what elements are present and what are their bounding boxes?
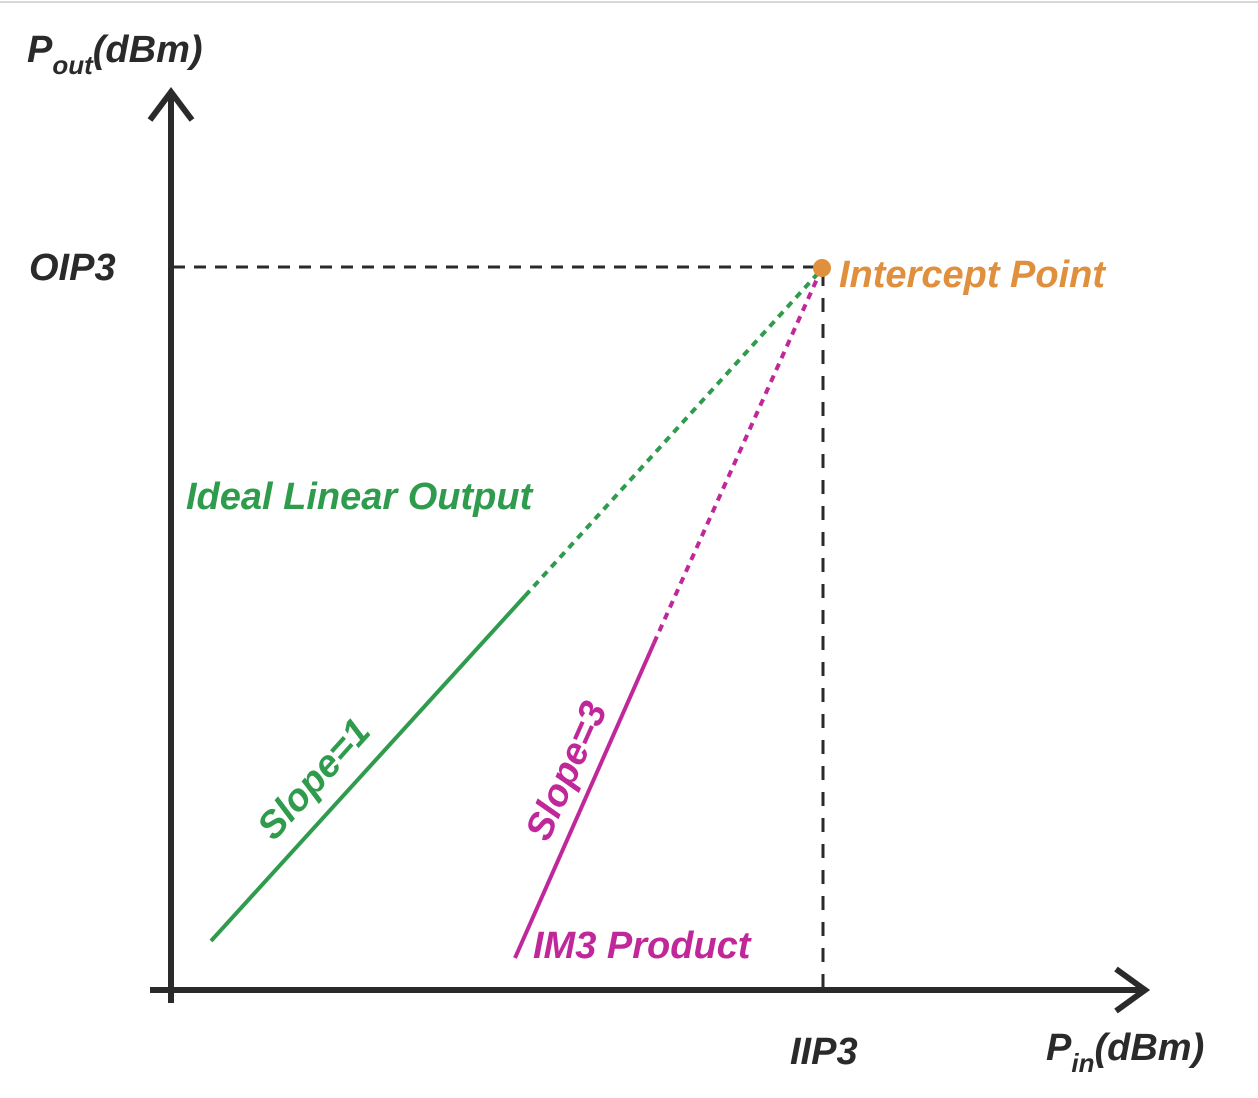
intercept-point-marker — [813, 259, 831, 277]
im3-solid-segment — [513, 642, 656, 959]
x-axis-arrowhead — [1114, 966, 1151, 1014]
intercept-point-label: Intercept Point — [839, 254, 1106, 296]
im3-product-label: IM3 Product — [533, 925, 752, 967]
axes — [147, 87, 1151, 1014]
y-axis-arrowhead — [147, 87, 195, 122]
iip3-label: IIP3 — [790, 1031, 858, 1073]
im3-product-curve — [513, 269, 823, 959]
y-axis-label: Pout(dBm) — [27, 29, 203, 80]
ideal-linear-output-curve — [209, 268, 823, 943]
ideal-linear-dotted-extension — [523, 268, 823, 598]
ideal-linear-output-label: Ideal Linear Output — [186, 476, 534, 518]
reference-lines — [173, 265, 825, 990]
im3-dotted-extension — [652, 269, 823, 644]
ideal-linear-solid-segment — [209, 594, 527, 943]
slope-3-label: Slope=3 — [518, 695, 616, 846]
oip3-label: OIP3 — [29, 247, 116, 289]
x-axis-label: Pin(dBm) — [1046, 1027, 1204, 1078]
